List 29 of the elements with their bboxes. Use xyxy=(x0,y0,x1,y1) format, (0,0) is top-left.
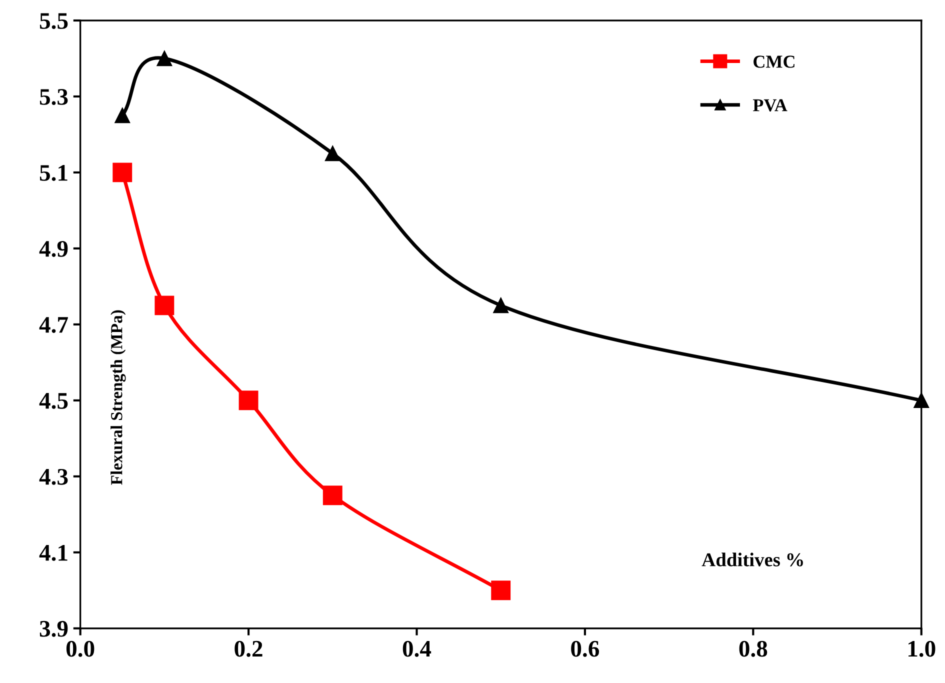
y-tick-label: 3.9 xyxy=(40,620,68,637)
y-axis-title: Flexural Strength (MPa) xyxy=(110,310,126,485)
point xyxy=(154,296,174,316)
y-tick-label: 4.5 xyxy=(39,393,68,409)
point xyxy=(322,486,342,506)
y-tick-label: 4.1 xyxy=(39,544,68,561)
point xyxy=(238,390,258,410)
y-tick-label: 5.5 xyxy=(40,13,68,30)
point xyxy=(325,146,340,162)
x-axis-title: Additives % xyxy=(702,552,803,566)
point xyxy=(156,50,172,66)
point xyxy=(112,162,132,182)
point xyxy=(914,392,930,408)
y-tick-label: 5.3 xyxy=(40,89,68,105)
y-tick-label: 4.3 xyxy=(39,468,68,485)
x-tick-label: 0.8 xyxy=(739,640,768,657)
y-tick-label: 5.1 xyxy=(40,165,68,181)
x-tick-label: 0.0 xyxy=(66,640,94,657)
y-tick-label: 4.9 xyxy=(39,241,68,257)
y-tick-label: 4.7 xyxy=(39,317,68,333)
legend-label: CMC xyxy=(754,56,794,68)
legend-label: PVA xyxy=(752,99,788,112)
point xyxy=(114,108,130,124)
x-tick-label: 0.4 xyxy=(402,640,432,657)
point xyxy=(491,580,511,600)
x-tick-label: 0.2 xyxy=(234,640,262,657)
point xyxy=(493,298,508,314)
x-tick-label: 0.6 xyxy=(571,640,600,657)
x-tick-label: 1.0 xyxy=(908,640,936,657)
